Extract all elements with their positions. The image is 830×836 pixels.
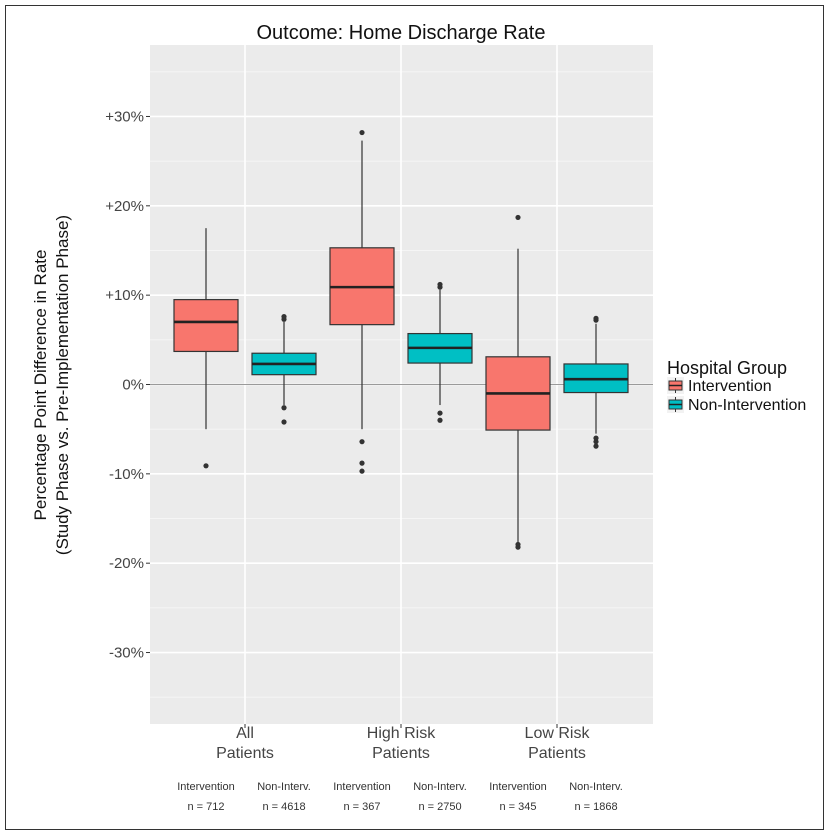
sample-size-label: n = 712 <box>187 801 224 813</box>
outlier-point <box>281 314 287 320</box>
y-tick-label: +20% <box>105 198 144 215</box>
y-tick-label: -10% <box>109 466 144 483</box>
outlier-point <box>359 439 365 445</box>
sample-group-label: Non-Interv. <box>257 781 311 793</box>
y-axis-label-line-2: (Study Phase vs. Pre-Implementation Phas… <box>53 215 72 555</box>
sample-size-label: n = 1868 <box>574 801 617 813</box>
x-tick-label-line-1: All <box>236 725 254 742</box>
outlier-point <box>359 129 365 136</box>
legend-entry-label: Intervention <box>688 378 772 395</box>
x-tick-label-line-2: Patients <box>372 745 430 762</box>
legend: Hospital Group Intervention Non-Intervent… <box>667 358 806 414</box>
outlier-point <box>593 435 599 441</box>
outlier-point <box>437 410 443 416</box>
sample-size-label: n = 345 <box>499 801 536 813</box>
outlier-point <box>593 315 599 321</box>
y-tick-label: 0% <box>122 377 144 394</box>
sample-size-label: n = 4618 <box>262 801 305 813</box>
sample-group-label: Intervention <box>333 781 390 793</box>
outlier-point <box>515 214 521 221</box>
outlier-point <box>359 468 365 474</box>
outlier-point <box>593 439 599 445</box>
sample-group-label: Non-Interv. <box>569 781 623 793</box>
legend-title: Hospital Group <box>667 358 787 378</box>
outlier-point <box>203 463 209 469</box>
sample-size-label: n = 367 <box>343 801 380 813</box>
x-tick-label-line-2: Patients <box>528 745 586 762</box>
sample-group-label: Non-Interv. <box>413 781 467 793</box>
outlier-point <box>281 405 287 411</box>
legend-entry-label: Non-Intervention <box>688 397 806 414</box>
outlier-point <box>593 443 599 449</box>
x-tick-label-line-1: Low Risk <box>525 725 591 742</box>
y-tick-label: +30% <box>105 108 144 125</box>
sample-size-label: n = 2750 <box>418 801 461 813</box>
y-tick-label: -30% <box>109 645 144 662</box>
box-iqr <box>173 299 239 353</box>
sample-group-label: Intervention <box>489 781 546 793</box>
y-tick-label: +10% <box>105 287 144 304</box>
x-tick-label-line-2: Patients <box>216 745 274 762</box>
y-tick-label: -20% <box>109 555 144 572</box>
chart-title: Outcome: Home Discharge Rate <box>256 22 545 44</box>
outlier-point <box>437 417 443 423</box>
outlier-point <box>281 419 287 425</box>
x-tick-label-line-1: High Risk <box>367 725 436 742</box>
sample-group-label: Intervention <box>177 781 234 793</box>
outlier-point <box>437 281 443 288</box>
y-axis-label-line-1: Percentage Point Difference in Rate <box>31 250 50 521</box>
outlier-point <box>515 544 521 550</box>
outlier-point <box>359 460 365 466</box>
